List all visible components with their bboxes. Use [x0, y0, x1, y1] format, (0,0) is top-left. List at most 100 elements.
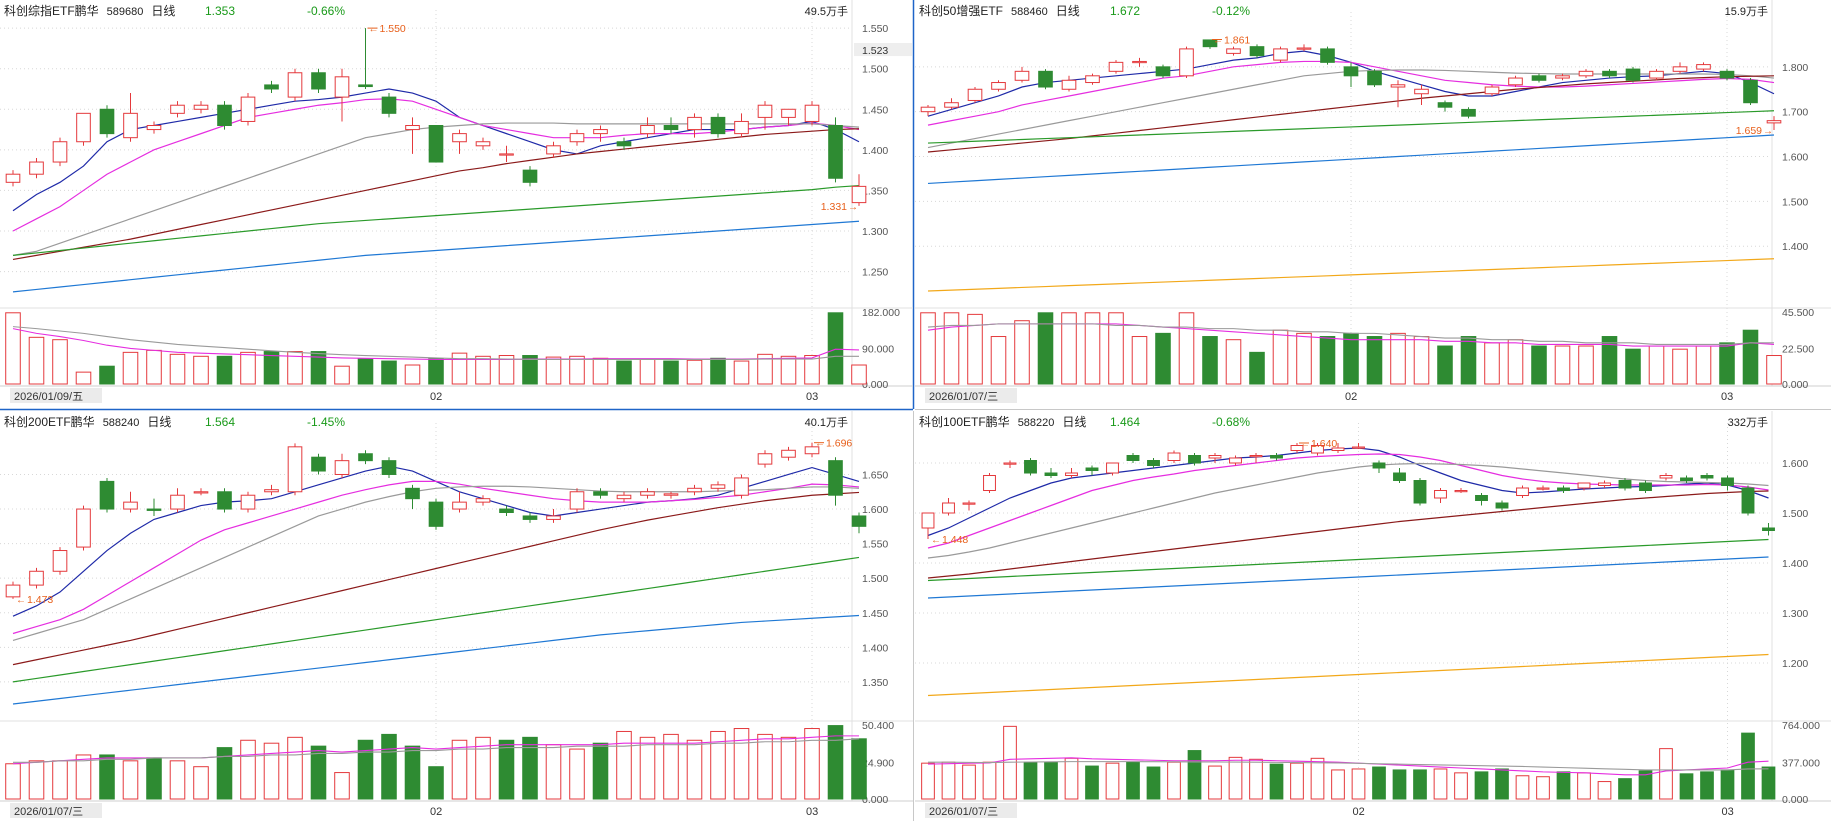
candle — [1557, 485, 1570, 493]
volume-bar — [569, 748, 585, 800]
candle-body — [1179, 48, 1194, 77]
candle-body — [452, 133, 467, 143]
candle-body — [1602, 70, 1617, 77]
volume-bar — [990, 336, 1007, 385]
candle — [1602, 69, 1617, 79]
volume-bar — [982, 761, 997, 800]
ma500-line — [927, 258, 1775, 292]
volume-bar — [1742, 329, 1759, 385]
volume-bar — [451, 739, 468, 800]
price-tick-label: 1.400 — [1782, 241, 1808, 253]
volume-bar — [263, 742, 280, 800]
candle — [1413, 478, 1427, 506]
volume-bar — [5, 763, 21, 800]
security-name: 科创100ETF鹏华 — [919, 415, 1010, 429]
candle-body — [264, 489, 279, 493]
candle — [358, 28, 373, 89]
candle — [1743, 78, 1758, 105]
volume-bar — [1437, 345, 1453, 385]
price-tick-label: 1.400 — [1782, 558, 1808, 570]
ma250-line — [927, 556, 1769, 599]
volume-bar — [451, 352, 468, 385]
candlesticks — [5, 442, 867, 599]
volume-bar — [827, 312, 844, 385]
candle-body — [546, 145, 561, 155]
candle — [1454, 488, 1468, 493]
volume-bar — [920, 312, 936, 385]
candle — [311, 68, 326, 94]
candle-body — [757, 104, 773, 118]
volume-ma20-line — [13, 738, 860, 763]
chart-panel-2[interactable]: 科创200ETF鹏华 588240 日线 1.564 -1.45% 40.1万手 1.650… — [0, 411, 913, 818]
candle-body — [1320, 48, 1335, 63]
candle-body — [1331, 447, 1345, 451]
ma250-line — [927, 134, 1775, 185]
candle-body — [1434, 490, 1447, 499]
candle — [1106, 462, 1119, 476]
candle-body — [29, 570, 44, 586]
candle — [240, 491, 256, 513]
candle — [640, 117, 655, 138]
candle — [1226, 46, 1241, 56]
candle — [334, 453, 350, 478]
candle-body — [381, 96, 397, 114]
volume-bar — [216, 747, 233, 800]
volume-bar — [1413, 336, 1430, 385]
candle — [1555, 73, 1570, 81]
volume-bar — [941, 761, 956, 800]
ma120-line — [12, 556, 860, 683]
candle-body — [616, 141, 632, 147]
candle-body — [428, 501, 444, 527]
low-label: 1.331 — [821, 201, 847, 213]
candle-body — [710, 116, 726, 135]
candle-body — [311, 72, 326, 90]
volume-bar — [1167, 761, 1181, 800]
volume-total: 332万手 — [1728, 415, 1768, 429]
volume-bar — [1131, 336, 1148, 385]
month-label: 03 — [1722, 806, 1734, 818]
change-percent: -0.12% — [1212, 4, 1250, 18]
candle — [123, 491, 138, 513]
candle-body — [1454, 490, 1468, 493]
volume-bar — [381, 733, 397, 800]
volume-bar — [616, 360, 632, 385]
candle — [1229, 455, 1242, 466]
candle-body — [781, 108, 796, 118]
cursor-date: 2026/01/09/五 — [14, 391, 83, 403]
volume-bar — [1741, 732, 1755, 800]
price-tick-label: 1.250 — [862, 267, 888, 279]
candle — [663, 491, 679, 499]
volume-bar — [616, 730, 632, 800]
candle-body — [967, 88, 983, 101]
candle — [1367, 69, 1382, 88]
volume-bar — [28, 760, 45, 800]
volume-bar — [1695, 345, 1712, 385]
chart-panel-1[interactable]: 科创50增强ETF 588460 日线 1.672 -0.12% 15.9万手1.8001… — [915, 0, 1831, 403]
candle — [1044, 468, 1058, 478]
candle — [757, 101, 773, 130]
candle — [546, 509, 561, 523]
candle-body — [1719, 70, 1735, 79]
volume-bar — [28, 336, 45, 385]
candle-body — [475, 498, 491, 503]
candlesticks — [920, 39, 1782, 131]
candle — [1625, 66, 1641, 83]
volume-bar — [1659, 748, 1673, 800]
volume-bar — [428, 766, 444, 800]
volume-total: 15.9万手 — [1725, 4, 1768, 18]
chart-panel-0[interactable]: 科创综指ETF鹏华 589680 日线 1.353 -0.66% 49.5万手1.5501… — [0, 0, 913, 403]
volume-bar — [1433, 768, 1448, 800]
volume-bar — [780, 736, 797, 800]
candle — [1188, 453, 1201, 466]
candle — [76, 112, 91, 146]
candle-body — [499, 153, 514, 156]
candle — [920, 104, 936, 117]
chart-panel-3[interactable]: 科创100ETF鹏华 588220 日线 1.464 -0.68% 332万手1.6001… — [915, 411, 1831, 818]
candle-body — [1766, 120, 1782, 124]
candle — [663, 117, 679, 134]
volume-bar — [757, 353, 773, 385]
volume-bar — [1618, 778, 1632, 800]
candle — [569, 129, 585, 146]
high-label: 1.640 — [1311, 438, 1337, 450]
